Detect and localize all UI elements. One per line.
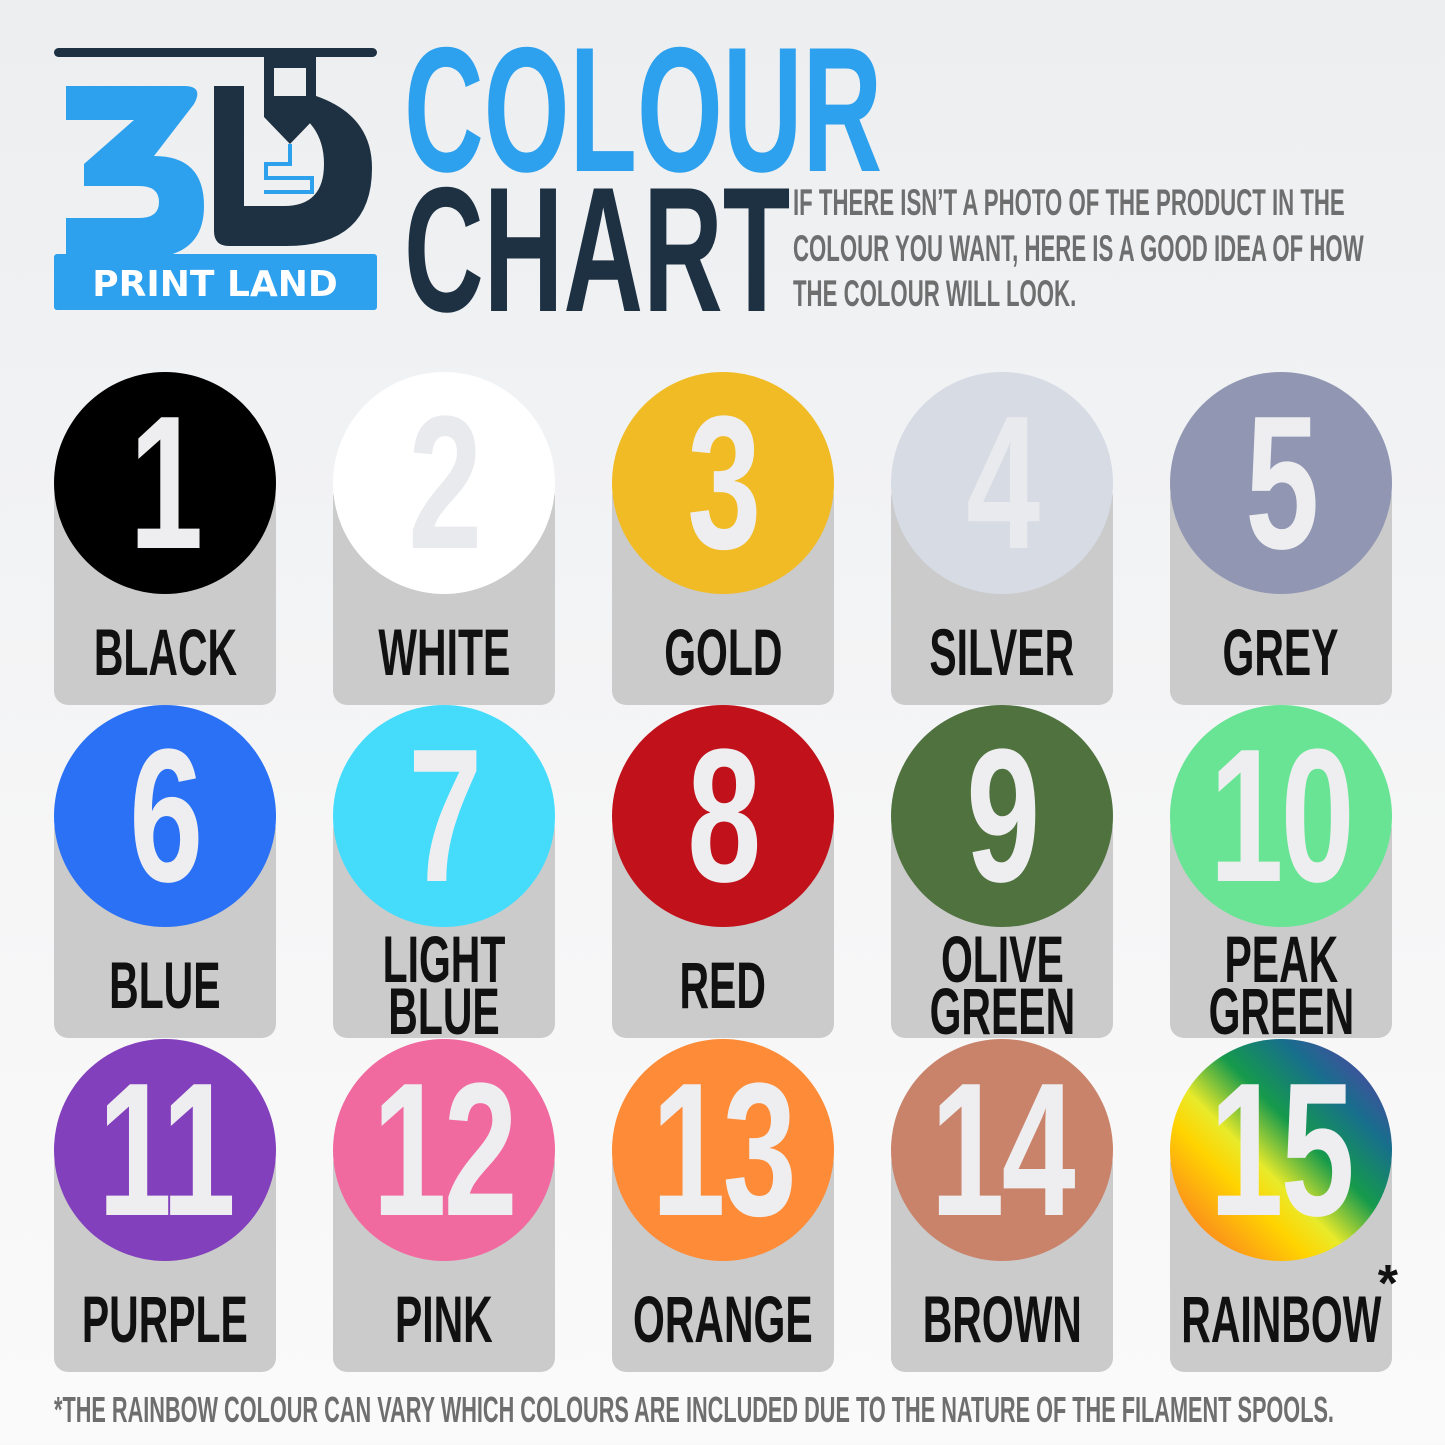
colour-number: 12 bbox=[372, 1044, 518, 1256]
intro-text: IF THERE ISN’T A PHOTO OF THE PRODUCT IN… bbox=[793, 182, 1364, 314]
colour-swatch-card: 3 GOLD bbox=[612, 372, 834, 705]
colour-number: 8 bbox=[687, 710, 761, 922]
colour-number: 9 bbox=[966, 710, 1040, 922]
colour-name: WHITE bbox=[378, 615, 510, 689]
colour-circle bbox=[54, 1039, 276, 1261]
colour-name: OLIVE GREEN bbox=[929, 922, 1075, 1048]
colour-number: 13 bbox=[651, 1044, 797, 1256]
colour-circle bbox=[54, 705, 276, 927]
colour-name: LIGHT BLUE bbox=[382, 922, 506, 1048]
colour-name: GOLD bbox=[663, 615, 783, 689]
colour-swatch-card: 5 GREY bbox=[1170, 372, 1392, 705]
colour-swatch-card: 4 SILVER bbox=[891, 372, 1113, 705]
colour-name: BLACK bbox=[93, 615, 237, 689]
colour-number: 3 bbox=[687, 377, 761, 589]
colour-circle bbox=[333, 705, 555, 927]
colour-name: BROWN bbox=[922, 1282, 1082, 1356]
colour-name: ORANGE bbox=[633, 1282, 813, 1356]
brand-logo: PRINT LAND bbox=[54, 46, 378, 310]
colour-circle bbox=[1170, 372, 1392, 594]
colour-swatch-card: 2 WHITE bbox=[333, 372, 555, 705]
colour-swatch-card: 10 PEAK GREEN bbox=[1170, 705, 1392, 1044]
colour-name: RAINBOW bbox=[1180, 1282, 1382, 1356]
colour-number: 5 bbox=[1245, 377, 1319, 589]
colour-number: 4 bbox=[966, 377, 1040, 589]
colour-name: PEAK GREEN bbox=[1208, 922, 1354, 1048]
colour-swatch-card: 15 RAINBOW * bbox=[1170, 1039, 1398, 1372]
colour-circle bbox=[333, 372, 555, 594]
colour-number: 11 bbox=[97, 1044, 235, 1256]
colour-circle bbox=[1170, 705, 1392, 927]
colour-circle bbox=[891, 372, 1113, 594]
3d-printer-logo-icon: PRINT LAND bbox=[54, 48, 377, 310]
asterisk-note-marker: * bbox=[1377, 1255, 1398, 1313]
colour-circle bbox=[891, 1039, 1113, 1261]
colour-swatch-card: 14 BROWN bbox=[891, 1039, 1113, 1372]
colour-name: PINK bbox=[395, 1282, 493, 1356]
colour-number: 2 bbox=[408, 377, 482, 589]
colour-name: PURPLE bbox=[82, 1282, 248, 1356]
colour-swatch-card: 12 PINK bbox=[333, 1039, 555, 1372]
colour-swatch-card: 6 BLUE bbox=[54, 705, 276, 1038]
colour-swatch-card: 1 BLACK bbox=[54, 372, 276, 705]
colour-circle bbox=[1170, 1039, 1392, 1261]
colour-circle bbox=[612, 705, 834, 927]
colour-number: 7 bbox=[408, 710, 482, 922]
colour-swatch-card: 7 LIGHT BLUE bbox=[333, 705, 555, 1044]
colour-swatch-card: 8 RED bbox=[612, 705, 834, 1038]
title-chart: CHART bbox=[404, 150, 791, 349]
colour-swatch-card: 9 OLIVE GREEN bbox=[891, 705, 1113, 1044]
colour-name: GREY bbox=[1223, 615, 1339, 689]
colour-name: BLUE bbox=[109, 948, 221, 1022]
footnote: *THE RAINBOW COLOUR CAN VARY WHICH COLOU… bbox=[54, 1389, 1334, 1430]
colour-circle bbox=[612, 372, 834, 594]
colour-number: 1 bbox=[129, 377, 203, 589]
colour-swatch-card: 13 ORANGE bbox=[612, 1039, 834, 1372]
colour-name: SILVER bbox=[929, 615, 1075, 689]
colour-circle bbox=[54, 372, 276, 594]
colour-name: RED bbox=[679, 948, 767, 1022]
colour-number: 15 bbox=[1209, 1044, 1355, 1256]
colour-circle bbox=[612, 1039, 834, 1261]
colour-circle bbox=[333, 1039, 555, 1261]
colour-number: 6 bbox=[129, 710, 203, 922]
title-colour: COLOUR bbox=[404, 10, 883, 209]
colour-swatch-card: 11 PURPLE bbox=[54, 1039, 276, 1372]
logo-subtitle: PRINT LAND bbox=[92, 264, 338, 305]
colour-number: 10 bbox=[1209, 710, 1355, 922]
colour-number: 14 bbox=[930, 1044, 1076, 1256]
colour-circle bbox=[891, 705, 1113, 927]
